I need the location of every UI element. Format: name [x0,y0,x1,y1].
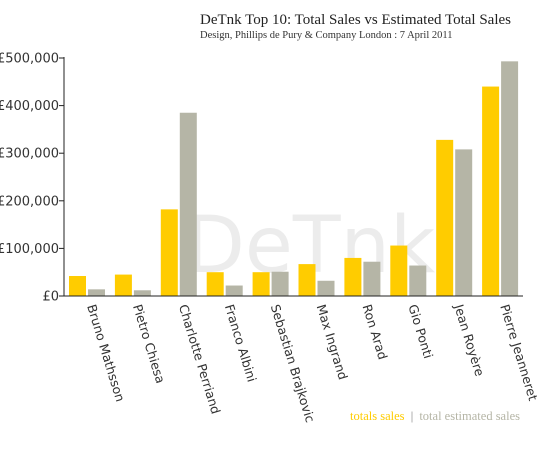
y-tick-label: £100,000 [0,242,59,257]
y-tick-label: £0 [42,290,59,305]
bar-totals-sales [206,272,224,296]
y-axis: £0 £100,000 £200,000 £300,000 £400,000 £500,0… [0,52,65,305]
bar-estimated-sales [363,261,381,296]
x-tick-label: Bruno Mathsson [84,302,128,403]
bar-totals-sales [436,139,454,296]
chart-title: DeTnk Top 10: Total Sales vs Estimated T… [200,12,511,28]
x-axis-labels: Bruno Mathsson Pietro Chiesa Charlotte Per… [84,302,540,425]
x-tick-label: Charlotte Perriand [176,302,224,415]
y-tick-label: £200,000 [0,194,59,209]
x-tick-label: Jean Royère [451,302,487,379]
x-tick-label: Pietro Chiesa [130,302,168,385]
legend-total-estimated-sales: total estimated sales [419,409,520,423]
x-tick-label: Max Ingrand [314,302,351,381]
bar-estimated-sales [179,112,197,297]
y-tick-label: £300,000 [0,147,59,162]
bar-totals-sales [344,257,362,296]
legend: totals sales | total estimated sales [350,409,520,423]
bar-totals-sales [298,264,316,296]
bar-totals-sales [390,245,408,296]
bar-totals-sales [69,276,86,296]
bar-estimated-sales [455,149,473,296]
y-tick-label: £400,000 [0,99,59,114]
bar-estimated-sales [501,61,519,296]
legend-separator: | [411,409,414,423]
bar-estimated-sales [88,289,105,296]
chart-subtitle: Design, Phillips de Pury & Company Londo… [200,30,453,41]
bars-group [64,61,523,297]
bar-totals-sales [160,209,178,296]
bar-totals-sales [252,272,270,296]
x-tick-label: Sebastian Brajkovic [268,302,318,424]
bar-estimated-sales [317,280,335,296]
bar-estimated-sales [225,285,243,296]
x-tick-label: Franco Albini [222,302,260,383]
x-tick-label: Gio Ponti [405,302,436,360]
bar-estimated-sales [409,265,427,296]
bar-totals-sales [482,86,500,296]
bar-estimated-sales [133,290,151,296]
x-tick-label: Ron Arad [360,302,391,361]
x-tick-label: Pierre Jeanneret [497,302,540,402]
bar-estimated-sales [271,271,289,296]
y-tick-label: £500,000 [0,52,59,67]
bar-totals-sales [114,274,132,296]
legend-totals-sales: totals sales [350,409,405,423]
